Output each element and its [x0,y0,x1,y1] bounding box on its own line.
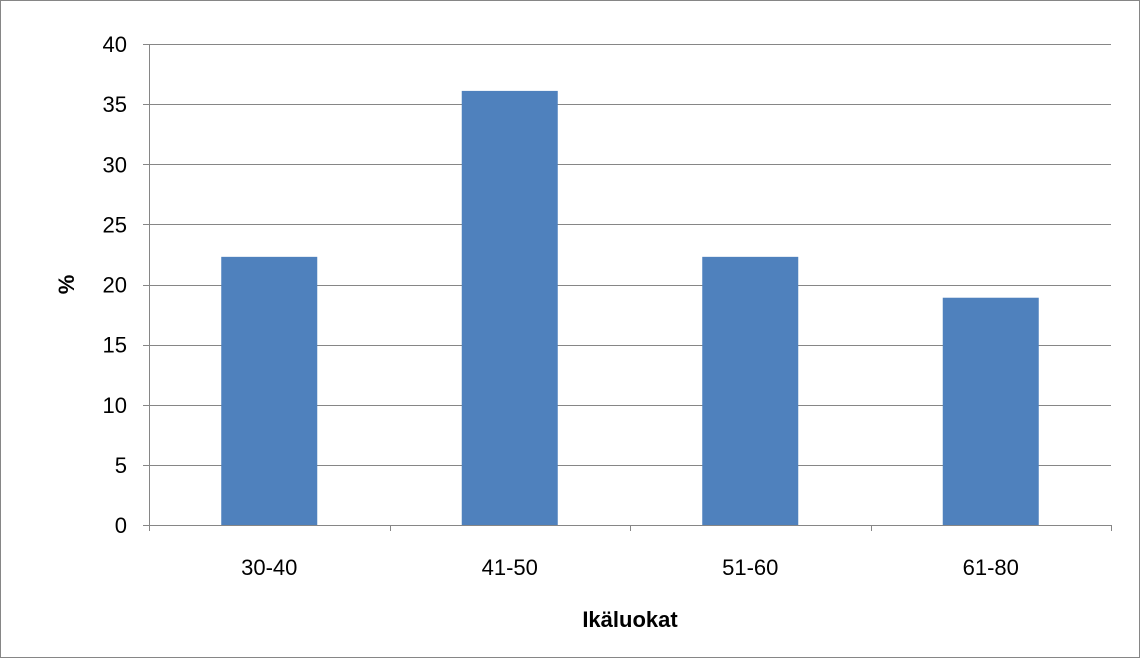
x-tick-labels: 30-40 41-50 51-60 61-80 [241,555,1019,580]
bar-30-40 [221,256,318,525]
axes [143,44,1112,531]
bar-41-50 [461,90,558,526]
y-tick-label: 0 [115,513,127,538]
y-tick-label: 20 [103,273,127,298]
y-tick-label: 35 [103,92,127,117]
y-axis-title: % [54,275,79,295]
y-tick-label: 30 [103,152,127,177]
y-tick-label: 15 [103,333,127,358]
y-tick-labels: 0 5 10 15 20 25 30 35 40 [103,32,127,538]
y-tick-label: 5 [115,453,127,478]
x-tick-label: 61-80 [963,555,1019,580]
x-axis-title: Ikäluokat [582,607,678,632]
bar-61-80 [942,297,1039,525]
x-tick-label: 51-60 [722,555,778,580]
x-tick-label: 41-50 [482,555,538,580]
y-tick-label: 25 [103,212,127,237]
bar-51-60 [702,256,799,525]
x-tick-label: 30-40 [241,555,297,580]
y-tick-label: 40 [103,32,127,57]
y-tick-label: 10 [103,393,127,418]
bars [221,90,1039,526]
